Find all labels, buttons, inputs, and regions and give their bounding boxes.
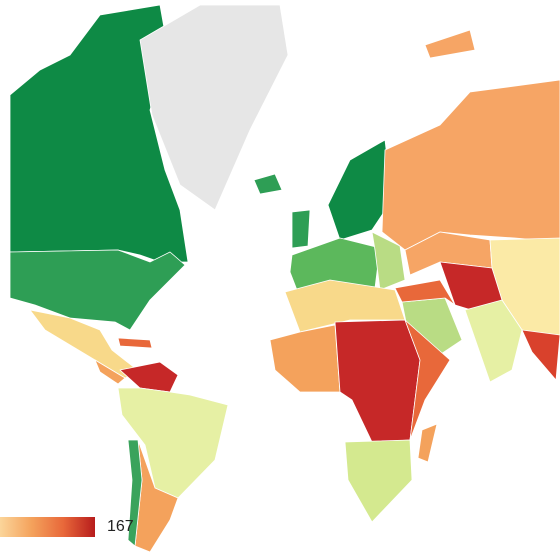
iceland[interactable] bbox=[253, 173, 283, 195]
united-states[interactable] bbox=[9, 249, 186, 331]
united-kingdom[interactable] bbox=[291, 209, 311, 249]
greenland[interactable] bbox=[139, 4, 289, 211]
india[interactable] bbox=[464, 299, 523, 383]
southern-africa[interactable] bbox=[344, 439, 413, 523]
middle-east[interactable] bbox=[394, 279, 456, 306]
madagascar[interactable] bbox=[417, 423, 438, 463]
legend-max-label: 167 bbox=[107, 518, 134, 535]
brazil[interactable] bbox=[117, 387, 229, 499]
russia[interactable] bbox=[381, 79, 560, 251]
southeast-asia[interactable] bbox=[521, 329, 560, 381]
canada[interactable] bbox=[9, 4, 189, 263]
arctic-islands[interactable] bbox=[424, 29, 476, 59]
west-africa[interactable] bbox=[269, 324, 341, 393]
caribbean[interactable] bbox=[117, 337, 153, 349]
central-america[interactable] bbox=[94, 359, 126, 385]
central-africa[interactable] bbox=[334, 319, 421, 443]
east-africa[interactable] bbox=[404, 319, 451, 441]
eastern-europe[interactable] bbox=[371, 231, 406, 291]
venezuela[interactable] bbox=[119, 361, 179, 393]
chile[interactable] bbox=[127, 439, 143, 547]
legend-gradient bbox=[0, 517, 95, 537]
